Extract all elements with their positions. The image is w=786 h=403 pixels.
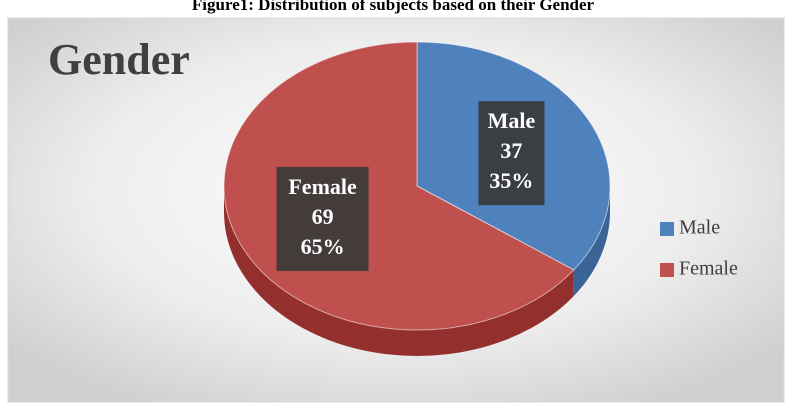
caption: Figure1: Distribution of subjects based … — [192, 0, 595, 14]
data-label-value: 69 — [312, 204, 334, 229]
data-label-percent: 65% — [301, 234, 345, 259]
slice-side — [224, 186, 574, 357]
legend-label: Female — [679, 258, 738, 280]
data-label-percent: 35% — [489, 168, 533, 193]
data-label-value: 37 — [500, 138, 522, 163]
data-label-category: Female — [288, 174, 357, 199]
slice-side — [573, 186, 610, 296]
data-label-box — [478, 101, 545, 206]
data-label-box — [276, 166, 369, 271]
data-label-category: Male — [488, 108, 536, 133]
chart-title: Gender — [48, 35, 190, 84]
legend-swatch — [660, 263, 674, 277]
legend-swatch — [660, 222, 674, 236]
legend-label: Male — [679, 217, 720, 239]
